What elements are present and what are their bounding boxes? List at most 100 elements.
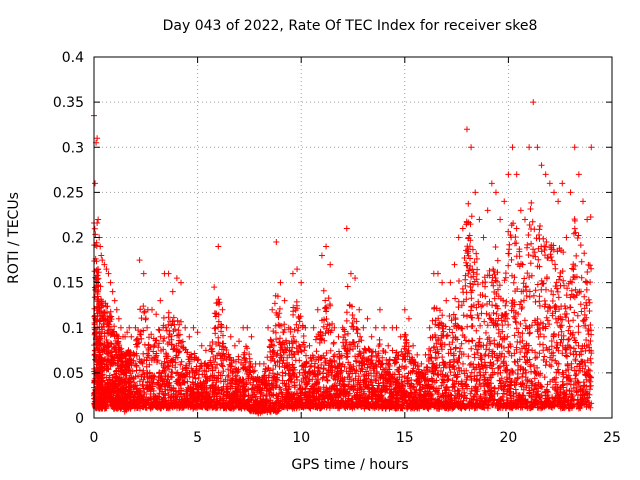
data-point-cluster [364, 345, 375, 411]
data-point [360, 324, 367, 331]
data-point [202, 347, 209, 354]
data-point-cluster [488, 244, 499, 409]
data-point [94, 135, 101, 142]
data-point [215, 243, 222, 250]
x-tick-label: 15 [396, 430, 414, 446]
x-tick-label: 0 [90, 430, 99, 446]
y-tick-label: 0.35 [53, 95, 84, 111]
data-point [434, 270, 441, 277]
data-point [124, 329, 131, 336]
data-point [306, 342, 313, 349]
data-point [190, 324, 197, 331]
data-point [567, 189, 574, 196]
x-tick-label: 20 [499, 430, 517, 446]
data-point [575, 171, 582, 178]
data-point [244, 324, 251, 331]
data-point [105, 270, 112, 277]
data-point [455, 234, 462, 241]
data-point [111, 297, 118, 304]
y-tick-label: 0.1 [62, 321, 84, 337]
data-point [310, 324, 317, 331]
data-point [501, 198, 508, 205]
data-point-cluster [132, 327, 143, 411]
data-point [207, 342, 214, 349]
data-point-cluster [215, 296, 226, 411]
data-point [459, 225, 466, 232]
data-point [122, 333, 129, 340]
data-point [323, 243, 330, 250]
x-tick-label: 10 [292, 430, 310, 446]
data-point-cluster [497, 295, 508, 411]
data-point-cluster [294, 305, 305, 411]
y-tick-label: 0.2 [62, 231, 84, 247]
data-point [97, 243, 104, 250]
data-point [298, 279, 305, 286]
y-tick-label: 0 [75, 411, 84, 427]
data-point [92, 180, 99, 187]
data-point [550, 189, 557, 196]
chart-title: Day 043 of 2022, Rate Of TEC Index for r… [162, 18, 538, 34]
data-point [236, 338, 243, 345]
data-point [343, 225, 350, 232]
data-point [356, 306, 363, 313]
data-point [538, 162, 545, 169]
data-point [140, 270, 147, 277]
data-point [418, 360, 425, 367]
data-point [314, 306, 321, 313]
data-point [153, 311, 160, 318]
y-tick-label: 0.4 [62, 50, 84, 66]
data-point [347, 270, 354, 277]
data-point [211, 284, 218, 291]
data-point [588, 144, 595, 151]
data-point [289, 270, 296, 277]
data-point [530, 99, 537, 106]
data-point-cluster [459, 218, 470, 411]
data-point [327, 261, 334, 268]
data-point [517, 207, 524, 214]
data-point [492, 189, 499, 196]
data-point [368, 333, 375, 340]
data-point [103, 266, 110, 273]
data-point [98, 252, 105, 259]
data-point [559, 180, 566, 187]
data-point-cluster [430, 304, 441, 412]
data-point [414, 351, 421, 358]
data-point [285, 324, 292, 331]
data-point-cluster [509, 220, 520, 411]
data-points [91, 99, 595, 417]
data-point [231, 342, 238, 349]
data-point-cluster [256, 374, 267, 417]
data-point [513, 171, 520, 178]
x-tick-label: 5 [193, 430, 202, 446]
data-point [157, 297, 164, 304]
data-point [376, 306, 383, 313]
data-point-cluster [202, 362, 213, 412]
data-point [497, 216, 504, 223]
data-point [115, 315, 122, 322]
data-point [260, 360, 267, 367]
data-point [521, 216, 528, 223]
data-point [223, 324, 230, 331]
data-point [476, 216, 483, 223]
data-point [194, 329, 201, 336]
x-tick-label: 25 [603, 430, 621, 446]
data-point [173, 275, 180, 282]
data-point-cluster [584, 214, 595, 411]
data-point [410, 342, 417, 349]
y-tick-label: 0.3 [62, 140, 84, 156]
data-point [546, 180, 553, 187]
data-point [99, 257, 106, 264]
data-point-cluster [501, 228, 512, 412]
data-point [451, 261, 458, 268]
data-point [447, 279, 454, 286]
data-point-cluster [211, 299, 222, 412]
data-point [331, 324, 338, 331]
data-point [186, 333, 193, 340]
data-point [126, 324, 133, 331]
data-point [397, 333, 404, 340]
data-point [472, 189, 479, 196]
data-point [534, 144, 541, 151]
data-point [571, 144, 578, 151]
data-point [468, 144, 475, 151]
data-point [265, 324, 272, 331]
